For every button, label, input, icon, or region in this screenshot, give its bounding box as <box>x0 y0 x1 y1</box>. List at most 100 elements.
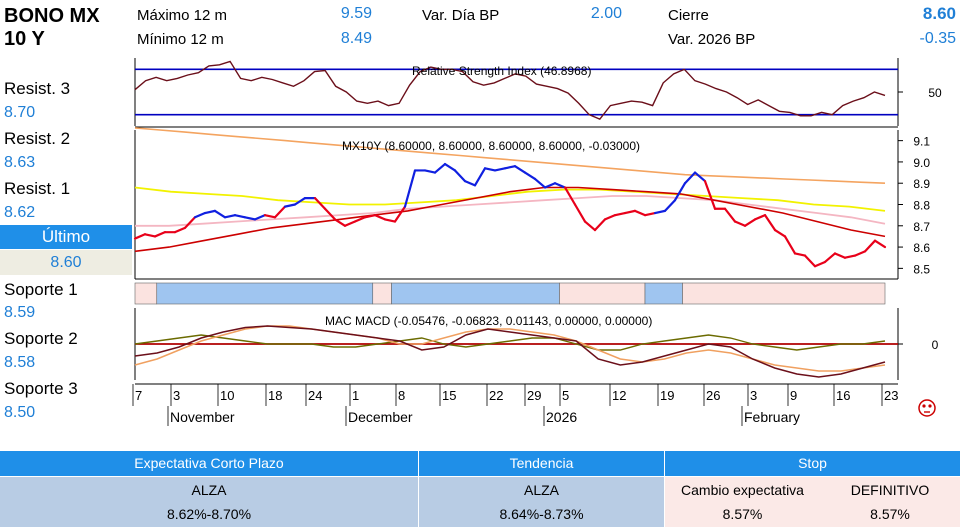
macd-hist-line <box>134 334 886 351</box>
price-segment <box>453 169 467 183</box>
price-segment <box>723 207 737 223</box>
expectativa-range: 8.62%-8.70% <box>166 506 252 522</box>
month-label: 2026 <box>546 409 577 425</box>
price-segment <box>233 214 247 219</box>
signal-segment <box>134 282 158 305</box>
date-tick-label: 22 <box>489 388 503 403</box>
chart-area: Relative Strength Index (46.8968)50MX10Y… <box>132 58 942 426</box>
signal-segment <box>559 282 646 305</box>
var-2026-value: -0.35 <box>919 30 956 47</box>
price-segment <box>493 167 507 172</box>
price-segment <box>663 199 677 212</box>
price-segment <box>693 171 707 183</box>
price-segment <box>523 171 537 181</box>
soporte1-value: 8.59 <box>4 304 36 321</box>
var-2026-label: Var. 2026 BP <box>668 31 756 48</box>
date-tick-label: 16 <box>836 388 850 403</box>
price-segment <box>323 207 337 221</box>
date-tick-label: 29 <box>527 388 541 403</box>
date-tick-label: 23 <box>884 388 898 403</box>
price-segment <box>853 250 867 257</box>
date-tick-label: 1 <box>352 388 359 403</box>
date-tick-label: 3 <box>750 388 757 403</box>
price-segment <box>313 197 327 210</box>
price-segment <box>273 205 287 219</box>
price-segment <box>623 209 637 215</box>
cierre-value: 8.60 <box>922 4 956 23</box>
price-segment <box>653 209 667 215</box>
stop-cell: Cambio expectativa DEFINITIVO 8.57% 8.57… <box>665 477 960 527</box>
ma-pink-line <box>135 195 886 227</box>
price-segment <box>463 179 477 187</box>
rsi-title: Relative Strength Index (46.8968) <box>412 64 591 78</box>
max-12m-label: Máximo 12 m <box>137 7 228 24</box>
price-segment <box>353 216 367 223</box>
price-segment <box>333 218 347 227</box>
price-segment <box>503 165 517 170</box>
price-segment <box>543 182 557 189</box>
ultimo-label: Último <box>0 225 132 249</box>
price-segment <box>633 209 647 217</box>
price-segment <box>643 211 657 217</box>
price-segment <box>533 177 547 189</box>
date-tick-label: 10 <box>220 388 234 403</box>
price-segment <box>193 211 207 219</box>
price-segment <box>773 228 787 238</box>
price-segment <box>343 220 357 227</box>
price-segment <box>593 218 607 232</box>
signal-segment <box>682 282 886 305</box>
cierre-label: Cierre <box>668 7 709 24</box>
price-title: MX10Y (8.60000, 8.60000, 8.60000, 8.6000… <box>342 139 640 153</box>
price-segment <box>683 171 697 185</box>
soporte3-value: 8.50 <box>4 404 36 421</box>
price-segment <box>213 209 227 219</box>
price-segment <box>443 162 457 172</box>
price-segment <box>743 218 757 227</box>
price-segment <box>673 182 687 202</box>
date-tick-label: 24 <box>308 388 322 403</box>
soporte2-label: Soporte 2 <box>4 329 78 348</box>
price-segment <box>423 169 437 174</box>
price-segment <box>733 220 747 227</box>
tendencia-direction: ALZA <box>523 482 559 498</box>
price-segment <box>283 203 297 208</box>
price-segment <box>703 179 717 210</box>
price-segment <box>563 186 577 206</box>
stop-cambio-label: Cambio expectativa <box>681 482 804 498</box>
price-tick-label: 9.1 <box>913 135 930 149</box>
date-tick-label: 19 <box>660 388 674 403</box>
expectativa-cell: ALZA 8.62%-8.70% <box>0 477 418 527</box>
expectativa-direction: ALZA <box>191 482 227 498</box>
price-segment <box>203 209 217 215</box>
ultimo-value: 8.60 <box>0 250 132 275</box>
price-segment <box>763 214 777 232</box>
price-segment <box>223 214 237 219</box>
price-segment <box>143 233 157 238</box>
price-segment <box>133 233 147 240</box>
price-segment <box>873 239 887 249</box>
soporte1-label: Soporte 1 <box>4 280 78 299</box>
price-segment <box>813 260 827 268</box>
date-tick-label: 12 <box>612 388 626 403</box>
summary-table: Expectativa Corto Plazo Tendencia Stop A… <box>0 451 960 527</box>
price-tick-label: 8.6 <box>913 241 930 255</box>
bond-title-line1: BONO MX <box>4 5 100 27</box>
tendencia-cell: ALZA 8.64%-8.73% <box>419 477 664 527</box>
resist2-value: 8.63 <box>4 154 36 171</box>
resist2-label: Resist. 2 <box>4 129 71 148</box>
price-tick-label: 8.9 <box>913 177 930 191</box>
stop-definitivo-label: DEFINITIVO <box>850 482 930 498</box>
price-tick-label: 9.0 <box>913 156 930 170</box>
price-segment <box>383 218 397 223</box>
expectativa-header: Expectativa Corto Plazo <box>0 451 418 476</box>
price-segment <box>553 182 567 189</box>
date-tick-label: 8 <box>398 388 405 403</box>
price-segment <box>783 235 797 255</box>
price-segment <box>473 167 487 187</box>
price-segment <box>513 165 527 174</box>
stop-header: Stop <box>665 451 960 476</box>
price-segment <box>153 231 167 238</box>
skull-icon <box>918 399 936 417</box>
price-segment <box>393 205 407 223</box>
price-segment <box>293 197 307 206</box>
